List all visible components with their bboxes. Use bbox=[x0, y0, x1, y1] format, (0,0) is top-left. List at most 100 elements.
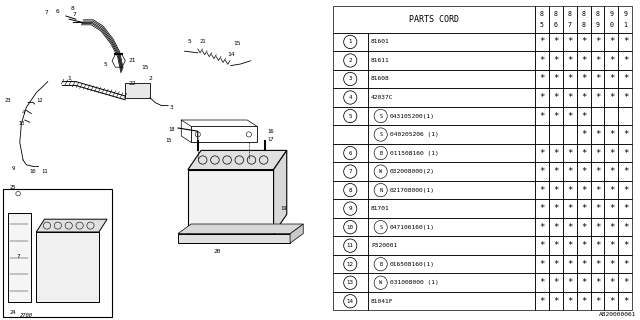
Bar bbox=[534, 70, 548, 88]
Text: *: * bbox=[567, 93, 572, 102]
Text: *: * bbox=[581, 93, 586, 102]
Bar bbox=[591, 88, 605, 107]
Bar bbox=[605, 199, 618, 218]
Polygon shape bbox=[273, 150, 287, 234]
Text: *: * bbox=[581, 112, 586, 121]
Text: 15: 15 bbox=[165, 138, 172, 143]
Bar bbox=[577, 33, 591, 51]
Bar bbox=[333, 255, 368, 274]
Bar bbox=[36, 232, 99, 302]
Bar bbox=[548, 144, 563, 162]
Bar bbox=[368, 144, 534, 162]
Bar bbox=[534, 181, 548, 199]
Text: *: * bbox=[581, 204, 586, 213]
Text: 8: 8 bbox=[349, 188, 352, 193]
Text: 22: 22 bbox=[128, 81, 136, 86]
Bar bbox=[605, 162, 618, 181]
Bar bbox=[618, 33, 632, 51]
Bar bbox=[591, 6, 605, 33]
Text: *: * bbox=[623, 148, 628, 157]
Text: *: * bbox=[539, 37, 544, 46]
Bar bbox=[605, 255, 618, 274]
Text: *: * bbox=[623, 75, 628, 84]
Text: *: * bbox=[609, 223, 614, 232]
Bar bbox=[591, 199, 605, 218]
Text: *: * bbox=[567, 297, 572, 306]
Bar bbox=[618, 255, 632, 274]
Bar bbox=[548, 199, 563, 218]
Bar bbox=[548, 6, 563, 33]
Bar bbox=[534, 144, 548, 162]
Polygon shape bbox=[178, 224, 303, 234]
Text: 23: 23 bbox=[5, 98, 12, 103]
Bar bbox=[534, 218, 548, 236]
Text: 7: 7 bbox=[568, 22, 572, 28]
Bar bbox=[548, 292, 563, 310]
Bar bbox=[591, 255, 605, 274]
Bar bbox=[618, 274, 632, 292]
Bar bbox=[368, 292, 534, 310]
Bar bbox=[3, 189, 112, 317]
Text: *: * bbox=[595, 37, 600, 46]
Text: 8: 8 bbox=[595, 11, 600, 17]
Bar bbox=[563, 125, 577, 144]
Text: *: * bbox=[623, 167, 628, 176]
Polygon shape bbox=[188, 150, 287, 170]
Bar bbox=[534, 6, 548, 33]
Text: 7: 7 bbox=[349, 169, 352, 174]
Bar bbox=[618, 162, 632, 181]
Text: *: * bbox=[609, 297, 614, 306]
Bar bbox=[618, 125, 632, 144]
Bar bbox=[563, 292, 577, 310]
Bar bbox=[605, 274, 618, 292]
Bar bbox=[577, 181, 591, 199]
Text: *: * bbox=[567, 75, 572, 84]
Text: *: * bbox=[567, 223, 572, 232]
Bar bbox=[618, 70, 632, 88]
Bar bbox=[534, 125, 548, 144]
Text: 8: 8 bbox=[582, 11, 586, 17]
Text: *: * bbox=[595, 204, 600, 213]
Text: *: * bbox=[553, 112, 558, 121]
Bar bbox=[563, 107, 577, 125]
Text: *: * bbox=[595, 278, 600, 287]
Bar bbox=[548, 33, 563, 51]
Bar bbox=[577, 125, 591, 144]
Text: 6: 6 bbox=[56, 9, 60, 14]
Bar bbox=[548, 70, 563, 88]
Text: N: N bbox=[379, 188, 382, 193]
Polygon shape bbox=[36, 219, 107, 232]
Text: *: * bbox=[595, 297, 600, 306]
Bar bbox=[534, 51, 548, 70]
Bar bbox=[534, 274, 548, 292]
Bar bbox=[563, 51, 577, 70]
Text: *: * bbox=[609, 204, 614, 213]
Text: 81701: 81701 bbox=[371, 206, 390, 211]
Bar bbox=[577, 292, 591, 310]
Text: 1: 1 bbox=[349, 39, 352, 44]
Text: 16: 16 bbox=[267, 129, 273, 134]
Text: *: * bbox=[609, 93, 614, 102]
Text: *: * bbox=[623, 241, 628, 250]
Bar bbox=[548, 88, 563, 107]
Text: *: * bbox=[609, 75, 614, 84]
Bar bbox=[618, 199, 632, 218]
Bar bbox=[563, 199, 577, 218]
Bar bbox=[591, 51, 605, 70]
Text: B: B bbox=[379, 262, 382, 267]
Text: 19: 19 bbox=[280, 205, 287, 211]
Text: *: * bbox=[623, 130, 628, 139]
Text: 7: 7 bbox=[17, 253, 20, 259]
Text: *: * bbox=[553, 37, 558, 46]
Text: 5: 5 bbox=[540, 22, 543, 28]
Bar bbox=[548, 236, 563, 255]
Bar bbox=[563, 218, 577, 236]
Text: 81601: 81601 bbox=[371, 39, 390, 44]
Bar bbox=[333, 199, 368, 218]
Bar bbox=[591, 162, 605, 181]
Text: *: * bbox=[539, 112, 544, 121]
Bar bbox=[368, 70, 534, 88]
Text: 17: 17 bbox=[267, 137, 273, 142]
Text: *: * bbox=[553, 75, 558, 84]
Text: 031008000 (1): 031008000 (1) bbox=[390, 280, 438, 285]
